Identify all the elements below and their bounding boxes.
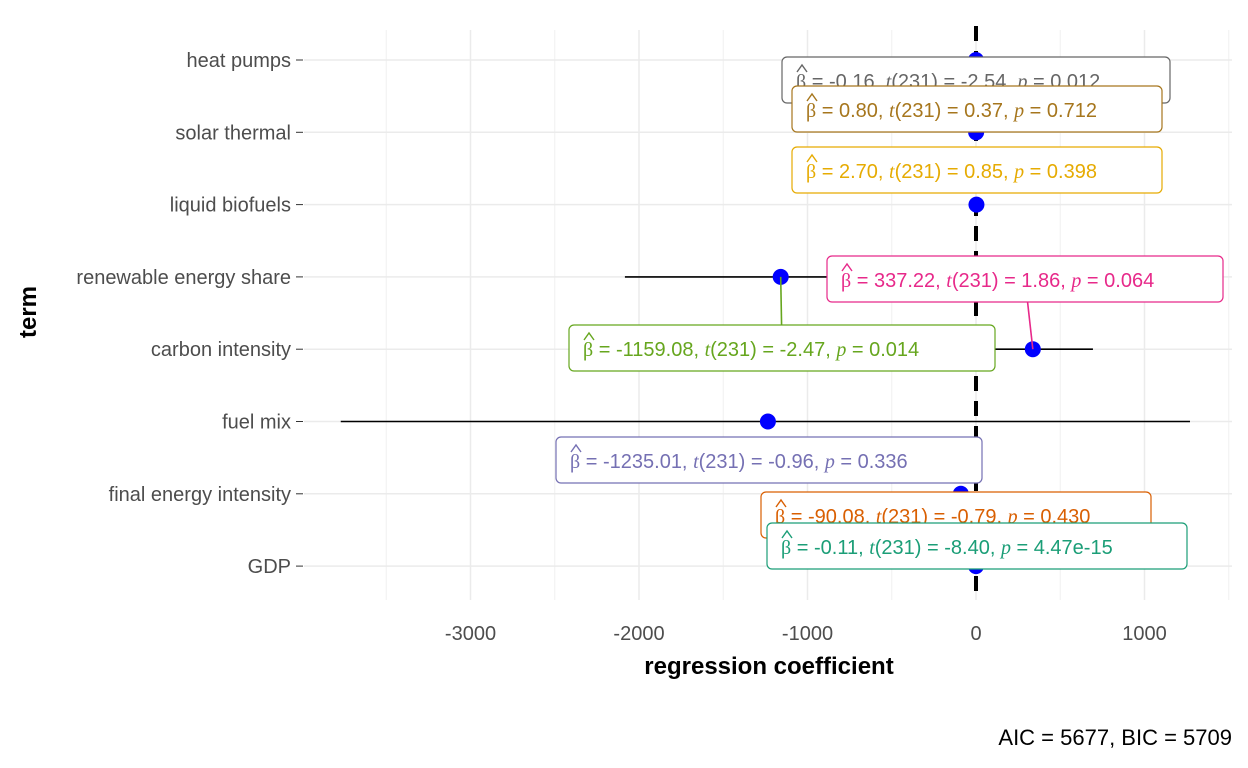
label-text: β = 0.80, t(231) = 0.37, p = 0.712	[806, 100, 1097, 122]
label-part: (231) = -2.47,	[710, 339, 836, 361]
label-part: = 4.47e-15	[1011, 537, 1113, 559]
coefficient-label: β = -0.11, t(231) = -8.40, p = 4.47e-15	[766, 522, 1188, 570]
x-tick-label: 0	[970, 623, 981, 645]
beta-hat	[570, 443, 582, 453]
beta-hat	[806, 92, 818, 102]
label-part: t	[889, 161, 895, 183]
label-part: = 0.712	[1024, 100, 1097, 122]
coefficient-label: β = 0.80, t(231) = 0.37, p = 0.712	[791, 85, 1163, 133]
label-part: p	[823, 451, 835, 473]
label-part: = -1235.01,	[580, 451, 693, 473]
label-part: = 0.336	[835, 451, 908, 473]
x-tick-label: -2000	[613, 623, 664, 645]
beta-hat	[806, 153, 818, 163]
label-part: = 0.064	[1081, 270, 1154, 292]
coefficient-label: β = 2.70, t(231) = 0.85, p = 0.398	[791, 146, 1163, 194]
label-text: β = -0.11, t(231) = -8.40, p = 4.47e-15	[781, 537, 1113, 559]
label-connector	[1026, 301, 1034, 350]
label-text: β = 2.70, t(231) = 0.85, p = 0.398	[806, 161, 1097, 183]
label-part: (231) = -0.96,	[699, 451, 825, 473]
label-part: (231) = 1.86,	[952, 270, 1072, 292]
coefficient-label: β = -1235.01, t(231) = -0.96, p = 0.336	[555, 436, 983, 484]
y-tick-label: GDP	[248, 556, 291, 578]
label-part: t	[705, 339, 711, 361]
coefficient-label: β = 337.22, t(231) = 1.86, p = 0.064	[826, 255, 1224, 303]
label-part: = -0.11,	[791, 537, 869, 559]
estimate-point	[759, 413, 776, 430]
beta-hat	[781, 529, 793, 539]
beta-hat	[796, 63, 808, 73]
label-part: p	[834, 339, 846, 361]
coefficient-label: β = -1159.08, t(231) = -2.47, p = 0.014	[568, 324, 996, 372]
y-tick-label: heat pumps	[186, 50, 291, 72]
label-part: β	[781, 537, 791, 559]
label-part: p	[1012, 100, 1024, 122]
label-part: β	[775, 506, 785, 528]
label-part: β	[806, 161, 816, 183]
y-tick-label: final energy intensity	[109, 484, 291, 506]
label-box	[791, 146, 1163, 194]
label-part: t	[876, 506, 882, 528]
label-part: = -1159.08,	[593, 339, 704, 361]
label-box	[766, 522, 1188, 570]
beta-hat	[775, 498, 787, 508]
label-part: p	[1012, 161, 1024, 183]
x-tick-label: 1000	[1122, 623, 1167, 645]
y-axis-title: term	[15, 286, 42, 338]
label-part: (231) = 0.85,	[895, 161, 1015, 183]
label-part: β	[583, 339, 593, 361]
y-tick-label: fuel mix	[222, 412, 291, 434]
beta-hat	[583, 331, 595, 341]
label-part: (231) = -8.40,	[875, 537, 1001, 559]
x-tick-labels: -3000 -2000 -1000 0 1000	[445, 623, 1167, 645]
confidence-intervals	[340, 59, 1190, 567]
label-part: (231) = 0.37,	[895, 100, 1015, 122]
label-text: β = -1159.08, t(231) = -2.47, p = 0.014	[583, 339, 919, 361]
y-tick-label: renewable energy share	[76, 267, 291, 289]
estimate-point	[968, 196, 985, 213]
beta-hat	[841, 262, 853, 272]
label-box	[555, 436, 983, 484]
y-tick-label: liquid biofuels	[170, 195, 291, 217]
label-part: t	[886, 71, 892, 93]
label-part: p	[999, 537, 1011, 559]
x-tick-label: -1000	[782, 623, 833, 645]
label-text: β = -1235.01, t(231) = -0.96, p = 0.336	[570, 451, 908, 473]
label-part: β	[570, 451, 580, 473]
label-part: p	[1069, 270, 1081, 292]
label-part: β	[841, 270, 851, 292]
label-part: = 0.014	[846, 339, 919, 361]
x-tick-label: -3000	[445, 623, 496, 645]
label-part: = 337.22,	[851, 270, 946, 292]
y-tick-label: carbon intensity	[151, 339, 291, 361]
label-part: β	[806, 100, 816, 122]
y-tick-label: solar thermal	[175, 122, 291, 144]
x-axis-title: regression coefficient	[644, 653, 893, 680]
label-part: = 2.70,	[816, 161, 889, 183]
label-box	[568, 324, 996, 372]
label-part: t	[869, 537, 875, 559]
label-part: t	[889, 100, 895, 122]
label-part: = 0.398	[1024, 161, 1097, 183]
label-part: β	[796, 71, 806, 93]
label-part: t	[946, 270, 952, 292]
label-part: t	[693, 451, 699, 473]
label-connector	[779, 276, 783, 326]
label-box	[826, 255, 1224, 303]
label-part: = 0.80,	[816, 100, 889, 122]
label-text: β = 337.22, t(231) = 1.86, p = 0.064	[841, 270, 1154, 292]
label-box	[791, 85, 1163, 133]
y-tick-labels: heat pumps solar thermal liquid biofuels re…	[76, 50, 303, 578]
caption: AIC = 5677, BIC = 5709	[998, 725, 1232, 750]
